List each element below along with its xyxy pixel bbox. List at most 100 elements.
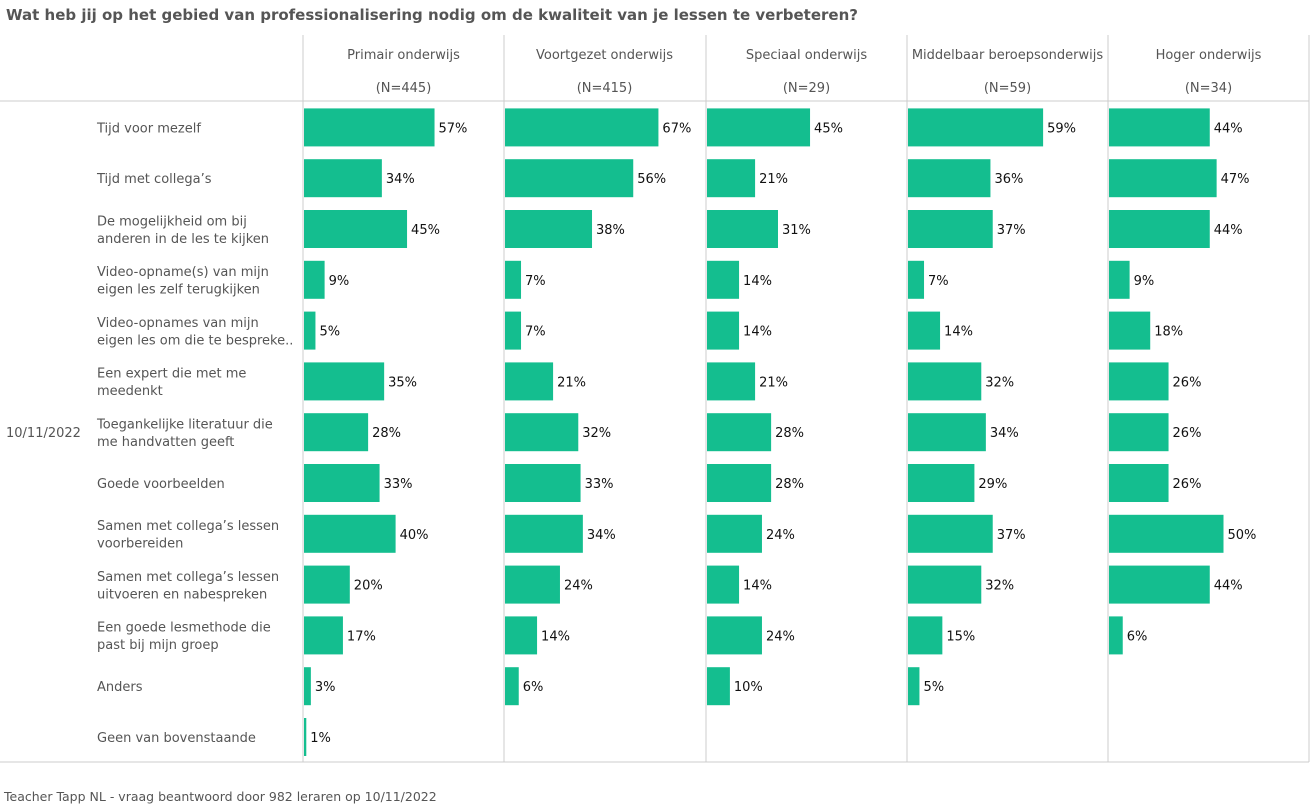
bar bbox=[1109, 260, 1130, 299]
bar-value-label: 28% bbox=[775, 477, 804, 492]
bar bbox=[707, 362, 756, 401]
bar bbox=[707, 565, 740, 604]
bar-value-label: 17% bbox=[347, 629, 376, 644]
bar-value-label: 21% bbox=[759, 172, 788, 187]
bar-value-label: 14% bbox=[743, 325, 772, 340]
category-label-line: anderen in de les te kijken bbox=[97, 232, 269, 247]
category-label-line: uitvoeren en nabespreken bbox=[97, 587, 267, 602]
bar bbox=[505, 464, 581, 502]
bar-value-label: 44% bbox=[1214, 121, 1243, 136]
bar bbox=[505, 311, 522, 350]
category-label-line: me handvatten geeft bbox=[97, 435, 234, 450]
bar-value-label: 59% bbox=[1047, 121, 1076, 136]
category-label-line: Goede voorbeelden bbox=[97, 477, 225, 492]
bar-value-label: 26% bbox=[1173, 426, 1202, 441]
bar-value-label: 47% bbox=[1221, 172, 1250, 187]
bar bbox=[908, 565, 982, 604]
bar-value-label: 37% bbox=[997, 223, 1026, 238]
bar bbox=[505, 362, 554, 401]
bar-value-label: 57% bbox=[439, 121, 468, 136]
bar bbox=[1109, 464, 1169, 502]
category-label: Een expert die met me meedenkt bbox=[97, 367, 246, 400]
column-header-n: (N=59) bbox=[984, 81, 1031, 96]
bar bbox=[707, 514, 762, 553]
category-label: De mogelijkheid om bij anderen in de les … bbox=[97, 214, 269, 247]
category-label: Video-opname(s) van mijn eigen les zelf t… bbox=[97, 265, 269, 298]
category-label-line: past bij mijn groep bbox=[97, 638, 219, 653]
bar bbox=[304, 159, 382, 198]
bar bbox=[908, 260, 925, 299]
category-label-line: eigen les zelf terugkijken bbox=[97, 283, 260, 298]
bar bbox=[1109, 311, 1151, 350]
bar-value-label: 44% bbox=[1214, 579, 1243, 594]
category-label: Samen met collega’s lessen uitvoeren en n… bbox=[97, 570, 279, 603]
bar-value-label: 37% bbox=[997, 528, 1026, 543]
category-label: Toegankelijke literatuur die me handvatte… bbox=[96, 417, 273, 450]
bar-value-label: 67% bbox=[662, 121, 691, 136]
bar-value-label: 14% bbox=[541, 629, 570, 644]
column-header: Hoger onderwijs bbox=[1156, 48, 1262, 63]
bar-value-label: 7% bbox=[928, 274, 949, 289]
bar bbox=[707, 159, 756, 198]
category-label-line: Samen met collega’s lessen bbox=[97, 570, 279, 585]
column-header-n: (N=445) bbox=[376, 81, 432, 96]
bar-value-label: 40% bbox=[400, 528, 429, 543]
category-label-line: Tijd met collega’s bbox=[96, 172, 212, 187]
column-header: Middelbaar beroepsonderwijs bbox=[912, 48, 1104, 63]
bar bbox=[304, 108, 435, 147]
bar-value-label: 6% bbox=[523, 680, 544, 695]
bar bbox=[707, 311, 740, 350]
bar-value-label: 26% bbox=[1173, 477, 1202, 492]
bar bbox=[1109, 159, 1217, 198]
bar-value-label: 32% bbox=[985, 375, 1014, 390]
category-label: Samen met collega’s lessen voorbereiden bbox=[97, 519, 279, 552]
category-label-line: Een goede lesmethode die bbox=[97, 621, 271, 636]
category-label: Goede voorbeelden bbox=[97, 477, 225, 492]
bar bbox=[707, 413, 772, 452]
bar bbox=[707, 616, 762, 655]
category-label-line: Samen met collega’s lessen bbox=[97, 519, 279, 534]
bar bbox=[304, 362, 385, 401]
bar-value-label: 56% bbox=[637, 172, 666, 187]
chart-title: Wat heb jij op het gebied van profession… bbox=[6, 6, 858, 24]
bar bbox=[707, 260, 740, 299]
category-label-line: voorbereiden bbox=[97, 537, 183, 552]
category-label: Tijd voor mezelf bbox=[96, 121, 201, 136]
bar bbox=[908, 616, 943, 655]
bar-value-label: 36% bbox=[994, 172, 1023, 187]
category-label: Tijd met collega’s bbox=[96, 172, 212, 187]
column-header-n: (N=34) bbox=[1185, 81, 1232, 96]
category-label: Een goede lesmethode die past bij mijn gr… bbox=[97, 621, 271, 654]
category-label: Geen van bovenstaande bbox=[97, 731, 256, 746]
column-header: Primair onderwijs bbox=[347, 48, 460, 63]
bar bbox=[304, 514, 396, 553]
bar bbox=[707, 667, 730, 706]
bar-value-label: 24% bbox=[564, 579, 593, 594]
category-label-line: meedenkt bbox=[97, 384, 163, 399]
bar bbox=[908, 108, 1044, 147]
bar-value-label: 5% bbox=[319, 325, 340, 340]
bar-value-label: 21% bbox=[557, 375, 586, 390]
bar-value-label: 24% bbox=[766, 629, 795, 644]
bar bbox=[908, 413, 986, 452]
bar-value-label: 32% bbox=[582, 426, 611, 441]
bar bbox=[304, 260, 325, 299]
bar bbox=[505, 616, 538, 655]
category-label: Anders bbox=[97, 680, 143, 695]
row-header-date: 10/11/2022 bbox=[6, 426, 81, 441]
category-label-line: Geen van bovenstaande bbox=[97, 731, 256, 746]
bar bbox=[908, 311, 941, 350]
bar-value-label: 45% bbox=[411, 223, 440, 238]
bar bbox=[304, 718, 307, 756]
bar bbox=[1109, 413, 1169, 452]
category-label-line: eigen les om die te bespreke.. bbox=[97, 333, 293, 348]
bar-value-label: 45% bbox=[814, 121, 843, 136]
bar bbox=[505, 565, 560, 604]
bar bbox=[908, 514, 993, 553]
bar-value-label: 14% bbox=[743, 579, 772, 594]
column-header: Speciaal onderwijs bbox=[746, 48, 868, 63]
bar bbox=[707, 464, 772, 502]
bar-value-label: 20% bbox=[354, 579, 383, 594]
bar bbox=[505, 260, 522, 299]
category-label: Video-opnames van mijn eigen les om die t… bbox=[97, 316, 293, 349]
